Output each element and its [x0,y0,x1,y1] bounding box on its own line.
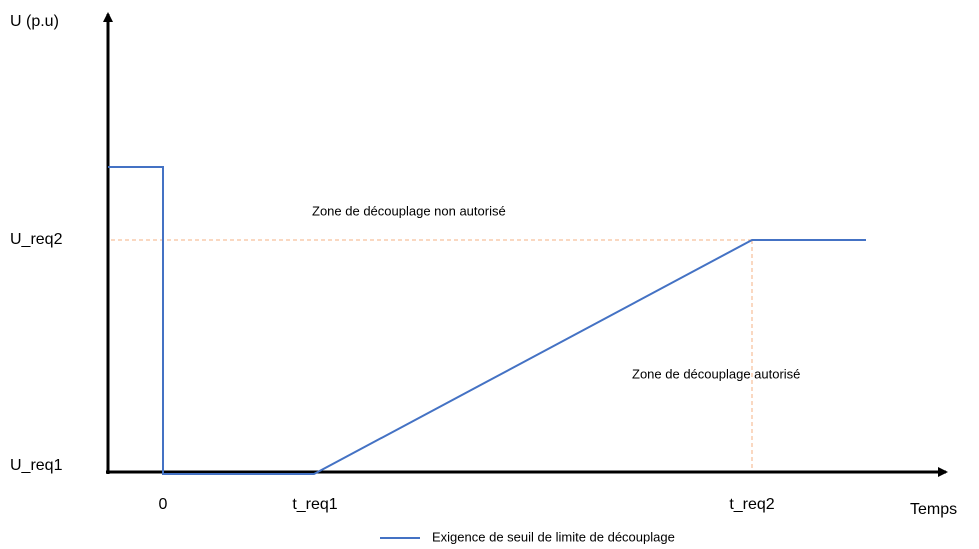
x-tick-label: t_req2 [729,496,774,513]
threshold-line [108,166,866,475]
y-tick-label: U_req2 [10,231,63,248]
zone-label: Zone de découplage autorisé [632,366,800,381]
zone-label: Zone de découplage non autorisé [312,203,506,218]
x-tick-label: t_req1 [292,496,337,513]
x-axis-label: Temps [910,501,957,518]
y-axis-label: U (p.u) [10,13,59,30]
x-tick-label: 0 [159,496,168,513]
legend-label: Exigence de seuil de limite de découplag… [432,529,675,544]
y-tick-label: U_req1 [10,457,63,474]
